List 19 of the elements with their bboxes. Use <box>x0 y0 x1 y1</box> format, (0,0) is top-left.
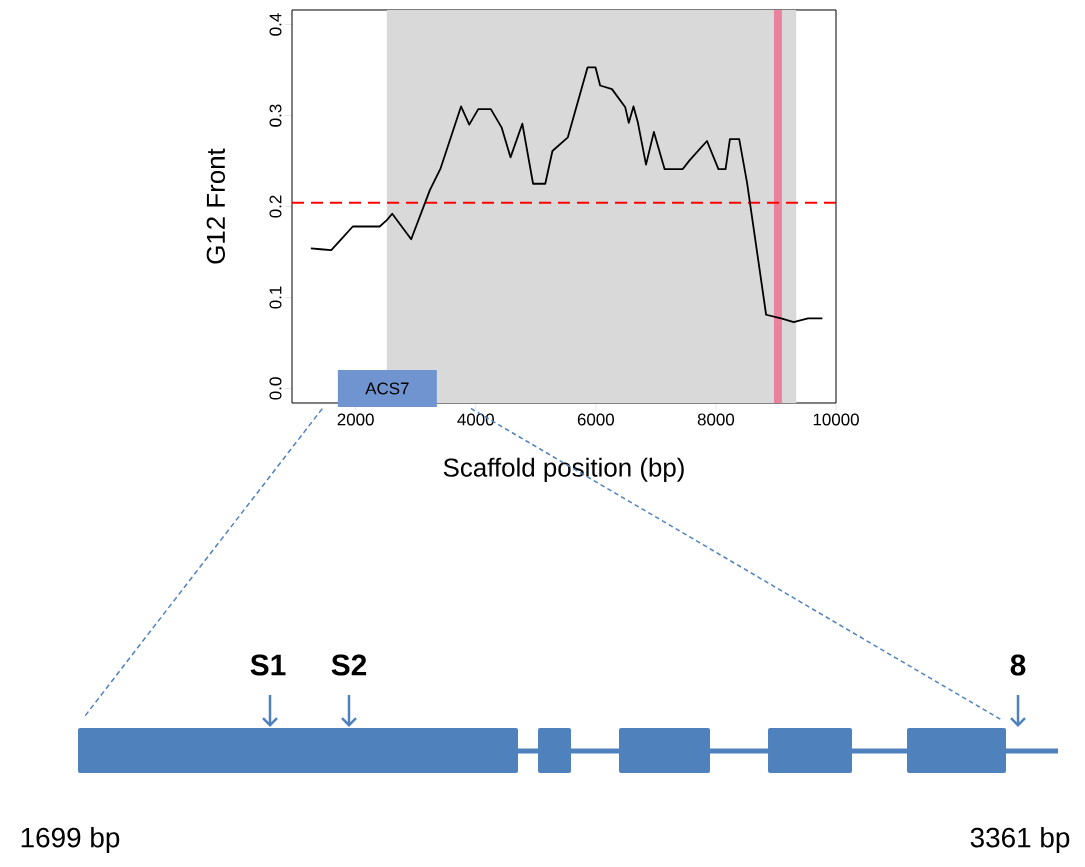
annotation: ACS7 <box>365 382 409 395</box>
y-tick-label: 0.3 <box>269 104 282 127</box>
text: 8 <box>1010 654 1026 676</box>
text: 1699 bp <box>21 827 120 853</box>
x-axis-title: Scaffold position (bp) <box>443 457 684 482</box>
x-tick-label: 8000 <box>697 413 735 426</box>
line-series <box>309 66 824 323</box>
text: S1 <box>250 654 286 676</box>
text: S2 <box>331 654 367 676</box>
y-tick-label: 0.0 <box>269 377 282 400</box>
x-tick-label: 6000 <box>577 413 615 426</box>
y-tick-label: 0.4 <box>269 13 282 36</box>
y-axis-title: G12 Front <box>206 148 226 264</box>
x-tick-label: 2000 <box>337 413 374 426</box>
x-tick-label: 4000 <box>457 413 494 426</box>
y-tick-label: 0.2 <box>269 195 282 218</box>
x-tick-label: 10000 <box>813 413 859 426</box>
text: 3361 bp <box>970 827 1070 853</box>
y-tick-label: 0.1 <box>269 286 282 309</box>
